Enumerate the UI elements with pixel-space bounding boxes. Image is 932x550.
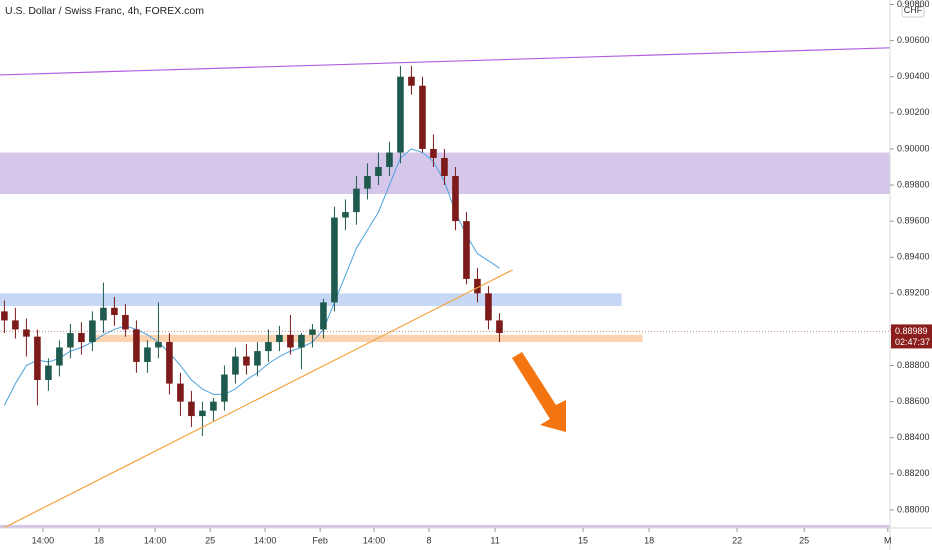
candle-body: [243, 356, 250, 366]
candle-body: [463, 221, 470, 279]
moving-average: [3, 148, 500, 406]
x-tick-label: 14:00: [32, 535, 55, 545]
last-price-tag: [891, 324, 932, 349]
candle-body: [364, 176, 371, 189]
x-tick-label: 18: [644, 535, 654, 545]
candle-body: [375, 166, 382, 176]
candle-body: [89, 320, 96, 343]
x-tick-label: 11: [490, 535, 499, 545]
countdown-label: 02:47:37: [895, 337, 930, 347]
candle-body: [496, 320, 503, 334]
x-tick-label: 25: [205, 535, 215, 545]
candle-body: [188, 401, 195, 417]
candle-body: [199, 410, 206, 417]
candle-body: [342, 212, 349, 218]
y-tick-label: 0.90600: [897, 35, 930, 45]
candle-body: [408, 76, 415, 86]
y-tick-label: 0.90000: [897, 143, 930, 153]
y-tick-label: 0.88600: [897, 396, 930, 406]
candle-body: [122, 314, 129, 330]
candle-body: [452, 176, 459, 222]
trendline: [0, 47, 890, 76]
plot-area: [0, 47, 890, 528]
candle-body: [474, 278, 481, 294]
candle-body: [221, 374, 228, 402]
y-tick-label: 0.88200: [897, 468, 930, 478]
candle-body: [166, 342, 173, 384]
candle-body: [353, 188, 360, 213]
candle-body: [210, 401, 217, 411]
y-tick-label: 0.90400: [897, 71, 930, 81]
candle-body: [56, 347, 63, 366]
zone: [94, 334, 643, 343]
candle-body: [419, 85, 426, 149]
y-tick-label: 0.90800: [897, 0, 930, 9]
y-tick-label: 0.89400: [897, 252, 930, 262]
candle-body: [331, 217, 338, 303]
candle-body: [254, 351, 261, 366]
candle-body: [34, 336, 41, 380]
candle-body: [309, 329, 316, 335]
candle-body: [67, 333, 74, 348]
candle-body: [397, 76, 404, 153]
x-tick-label: M: [884, 535, 892, 545]
trendline: [2, 269, 513, 528]
candle-body: [287, 334, 294, 348]
candle-body: [23, 329, 30, 337]
candle-body: [133, 329, 140, 362]
y-tick-label: 0.89600: [897, 216, 930, 226]
candle-body: [100, 307, 107, 321]
candle-body: [386, 152, 393, 167]
candle-body: [177, 383, 184, 402]
currency-badge[interactable]: [901, 2, 925, 18]
x-tick-label: 14:00: [254, 535, 277, 545]
candle-body: [12, 320, 19, 330]
candle-body: [45, 365, 52, 380]
candle-body: [1, 311, 8, 321]
candle-body: [232, 356, 239, 375]
last-price-label: 0.88989: [895, 326, 928, 336]
candle-body: [276, 334, 283, 343]
candle-body: [485, 293, 492, 321]
candle-body: [430, 148, 437, 158]
candle-body: [155, 342, 162, 348]
y-tick-label: 0.90200: [897, 107, 930, 117]
x-tick-label: 22: [732, 535, 742, 545]
candle-body: [78, 333, 85, 343]
y-tick-label: 0.89200: [897, 288, 930, 298]
x-tick-label: 15: [578, 535, 588, 545]
x-tick-label: 14:00: [144, 535, 167, 545]
chart-title: U.S. Dollar / Swiss Franc, 4h, FOREX.com: [5, 5, 204, 17]
currency-label: CHF: [904, 5, 923, 15]
candle-body: [320, 302, 327, 330]
candle-body: [111, 307, 118, 315]
forecast-arrow: [512, 352, 566, 432]
x-tick-label: 18: [94, 535, 104, 545]
candle-body: [265, 342, 272, 352]
x-tick-label: 25: [799, 535, 809, 545]
y-tick-label: 0.88000: [897, 504, 930, 514]
y-tick-label: 0.88400: [897, 432, 930, 442]
zone: [0, 524, 890, 528]
y-tick-label: 0.88800: [897, 360, 930, 370]
x-tick-label: 8: [427, 535, 432, 545]
x-tick-label: 14:00: [363, 535, 386, 545]
x-tick-label: Feb: [312, 535, 328, 545]
zone: [0, 293, 622, 306]
candle-body: [298, 334, 305, 348]
candle-body: [441, 157, 448, 176]
y-tick-label: 0.89800: [897, 179, 930, 189]
candle-body: [144, 347, 151, 362]
